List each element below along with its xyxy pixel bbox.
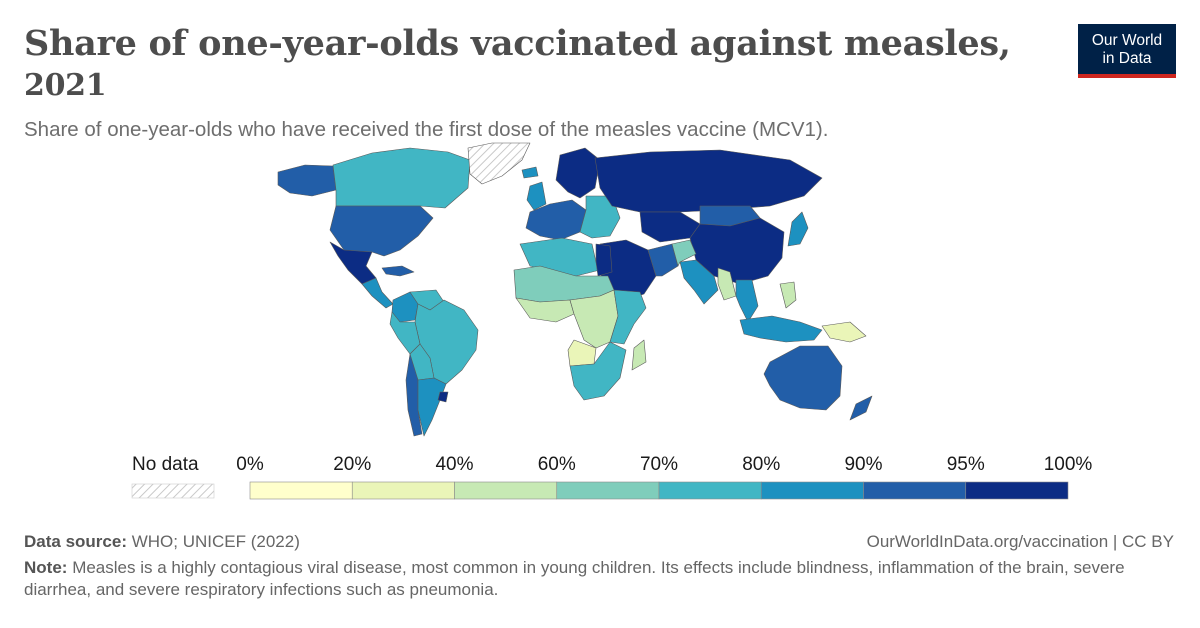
region-madagascar[interactable]	[631, 339, 647, 371]
legend-no-data-label: No data	[132, 454, 199, 475]
note-label: Note:	[24, 558, 68, 577]
region-afghanistan[interactable]	[671, 239, 697, 267]
legend-tick-3: 60%	[537, 454, 576, 475]
legend-tick-5: 80%	[742, 454, 781, 475]
chart-subtitle: Share of one-year-olds who have received…	[24, 118, 829, 141]
note-text: Measles is a highly contagious viral dis…	[24, 558, 1125, 599]
legend-tick-8: 100%	[1043, 454, 1093, 475]
region-russia[interactable]	[594, 149, 823, 213]
legend-bin-2[interactable]	[454, 481, 558, 500]
legend-tick-7: 95%	[946, 454, 985, 475]
region-australia[interactable]	[763, 345, 843, 411]
legend-tick-0: 0%	[236, 454, 264, 475]
region-canada[interactable]	[332, 147, 471, 209]
legend-tick-2: 40%	[435, 454, 474, 475]
data-source-text: WHO; UNICEF (2022)	[131, 532, 300, 551]
region-argentina[interactable]	[417, 377, 447, 437]
chart-title: Share of one-year-olds vaccinated agains…	[24, 22, 1011, 106]
region-greenland[interactable]	[467, 142, 531, 185]
legend-bin-7[interactable]	[965, 481, 1069, 500]
region-east-africa[interactable]	[609, 289, 647, 345]
region-alaska[interactable]	[277, 164, 337, 197]
chart-title-line1: Share of one-year-olds vaccinated agains…	[24, 23, 1011, 64]
region-caribbean[interactable]	[381, 265, 415, 277]
region-united-states[interactable]	[329, 205, 434, 257]
data-source: Data source: WHO; UNICEF (2022)	[24, 532, 300, 552]
region-scandinavia[interactable]	[555, 147, 601, 199]
legend-bin-3[interactable]	[556, 481, 660, 500]
region-indochina[interactable]	[735, 279, 759, 323]
region-india[interactable]	[679, 259, 719, 305]
region-myanmar[interactable]	[717, 267, 737, 301]
legend-bin-4[interactable]	[658, 481, 762, 500]
region-uruguay[interactable]	[437, 391, 449, 403]
region-iran[interactable]	[647, 243, 679, 277]
region-new-zealand[interactable]	[849, 395, 873, 421]
region-papua-new-guinea[interactable]	[821, 321, 867, 343]
legend-no-data-swatch	[131, 483, 215, 499]
region-iceland[interactable]	[521, 166, 539, 179]
region-southern-africa[interactable]	[569, 341, 627, 401]
legend-bin-1[interactable]	[351, 481, 455, 500]
region-philippines[interactable]	[779, 281, 797, 309]
legend-bin-6[interactable]	[863, 481, 967, 500]
region-egypt[interactable]	[595, 243, 613, 277]
source-url-link[interactable]: OurWorldInData.org/vaccination | CC BY	[866, 532, 1174, 551]
region-central-america[interactable]	[361, 277, 394, 309]
logo-line1: Our World	[1091, 32, 1163, 49]
owid-logo[interactable]: Our World in Data	[1078, 24, 1176, 78]
legend-color-scale	[249, 481, 1069, 500]
logo-line2: in Data	[1102, 50, 1152, 67]
legend-tick-6: 90%	[844, 454, 883, 475]
region-japan[interactable]	[787, 211, 809, 247]
region-united-kingdom[interactable]	[526, 181, 547, 211]
legend-bin-5[interactable]	[760, 481, 864, 500]
legend-bin-0[interactable]	[249, 481, 353, 500]
data-source-label: Data source:	[24, 532, 127, 551]
legend-tick-1: 20%	[333, 454, 372, 475]
footnote: Note: Measles is a highly contagious vir…	[24, 557, 1154, 601]
region-west-africa[interactable]	[515, 297, 575, 323]
chart-title-year: 2021	[24, 68, 107, 103]
region-indonesia[interactable]	[739, 315, 823, 343]
legend-tick-4: 70%	[639, 454, 679, 475]
